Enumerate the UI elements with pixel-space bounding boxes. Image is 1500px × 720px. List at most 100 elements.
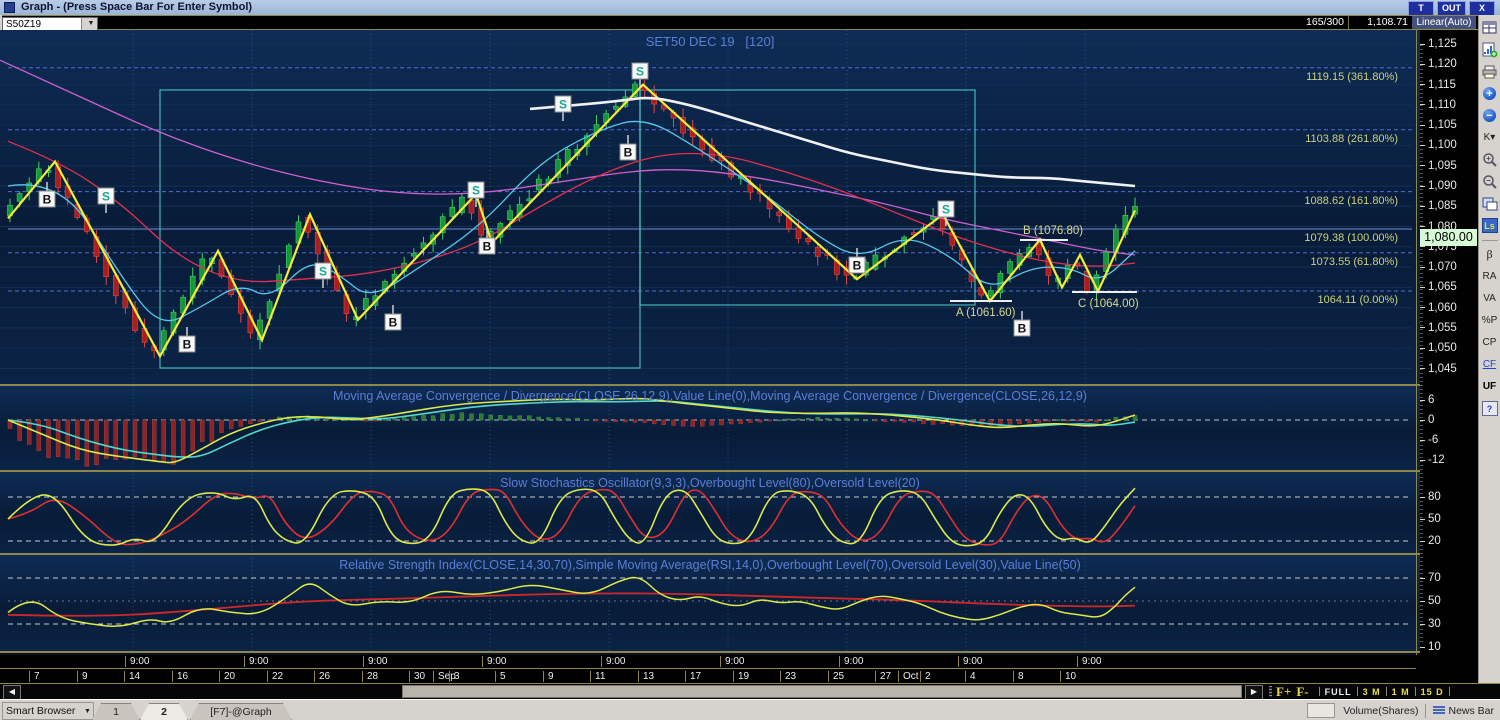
date-label: 13 — [638, 671, 654, 682]
title-bar: Graph - (Press Space Bar For Enter Symbo… — [0, 0, 1500, 16]
scroll-right-button[interactable]: ▶ — [1245, 685, 1263, 700]
zoom-in-icon[interactable] — [1481, 150, 1499, 169]
va-tool[interactable]: VA — [1483, 293, 1496, 304]
axis-tick: 80 — [1420, 491, 1441, 504]
scale-mode-button[interactable]: Linear(Auto) — [1412, 16, 1476, 29]
svg-text:B: B — [183, 338, 192, 352]
symbol-value: S50Z19 — [6, 18, 42, 30]
printer-icon[interactable] — [1481, 62, 1499, 81]
axis-tick: 1,085 — [1420, 200, 1457, 213]
date-label: 3 — [449, 671, 460, 682]
axis-tick: 1,095 — [1420, 159, 1457, 172]
date-label: 28 — [362, 671, 378, 682]
axis-tick: 1,115 — [1420, 78, 1456, 91]
range-1m-button[interactable]: 1 M — [1391, 686, 1410, 697]
svg-text:A (1061.60): A (1061.60) — [956, 307, 1016, 319]
date-label: 9 — [77, 671, 88, 682]
last-price-badge: 1,080.00 — [1420, 229, 1477, 246]
hour-label: 9:00 — [482, 656, 506, 667]
date-label: 7 — [29, 671, 40, 682]
beta-tool[interactable]: β — [1486, 247, 1493, 261]
zoom-out-icon[interactable] — [1481, 172, 1499, 191]
browser-select[interactable]: Smart Browser ▼ — [2, 702, 94, 720]
footer-toolbar: F+ F- FULL 3 M 1 M 15 D — [1265, 684, 1500, 699]
font-style-icon[interactable]: K▾ — [1483, 132, 1496, 143]
date-label: 4 — [965, 671, 976, 682]
divider — [1481, 240, 1498, 241]
help-icon[interactable]: ? — [1481, 399, 1499, 418]
date-label: 11 — [590, 671, 605, 682]
uf-tool[interactable]: UF — [1482, 381, 1497, 392]
svg-text:S: S — [559, 98, 567, 112]
tab-graph[interactable]: [F7]-@Graph — [190, 703, 292, 720]
ra-tool[interactable]: RA — [1482, 271, 1497, 282]
hour-label: 9:00 — [958, 656, 982, 667]
hour-label: 9:00 — [244, 656, 268, 667]
last-value: 1,108.71 — [1352, 16, 1413, 29]
date-label: 27 — [875, 671, 891, 682]
tab-2[interactable]: 2 — [140, 703, 188, 720]
tab-1[interactable]: 1 — [92, 703, 140, 720]
axis-tick: 1,090 — [1420, 180, 1457, 193]
date-label: 10 — [1060, 671, 1076, 682]
percent-p-tool[interactable]: %P — [1481, 315, 1498, 326]
range-3m-button[interactable]: 3 M — [1362, 686, 1381, 697]
symbol-bar: S50Z19 ▼ 165/300 1,108.71 Linear(Auto) — [0, 15, 1500, 31]
scroll-left-button[interactable]: ◀ — [3, 685, 21, 700]
range-15d-button[interactable]: 15 D — [1420, 686, 1444, 697]
chevron-down-icon: ▼ — [84, 707, 91, 715]
line-style-icon[interactable]: Ls — [1481, 216, 1499, 235]
status-box — [1307, 703, 1336, 718]
axis-tick: 1,105 — [1420, 119, 1457, 132]
svg-text:B: B — [853, 259, 862, 273]
axis-tick: 1,100 — [1420, 139, 1457, 152]
scrollbar-thumb[interactable] — [402, 685, 1242, 698]
macd-panel — [0, 386, 1420, 470]
news-list-icon — [1433, 706, 1446, 715]
chevron-down-icon[interactable]: ▼ — [81, 18, 97, 30]
chart-add-icon[interactable] — [1481, 40, 1499, 59]
axis-tick: 50 — [1420, 595, 1441, 608]
axis-tick: 1,050 — [1420, 342, 1457, 355]
date-label: 19 — [733, 671, 749, 682]
fib-plus-button[interactable]: F+ — [1276, 683, 1292, 699]
status-bar: Smart Browser ▼ 1 2 [F7]-@Graph Volume(S… — [0, 699, 1500, 720]
out-button[interactable]: OUT — [1437, 1, 1466, 16]
svg-text:S: S — [942, 203, 950, 217]
date-label: Sep — [433, 671, 456, 682]
date-label: 17 — [685, 671, 701, 682]
date-label: 14 — [124, 671, 140, 682]
panel-separator — [0, 553, 1420, 555]
date-label: Oct — [898, 671, 919, 682]
cp-tool[interactable]: CP — [1482, 337, 1497, 348]
axis-tick: 30 — [1420, 618, 1441, 631]
panel-separator — [0, 651, 1420, 653]
remove-circle-icon[interactable]: − — [1481, 106, 1499, 125]
svg-text:B: B — [1018, 322, 1027, 336]
date-label: 9 — [543, 671, 554, 682]
add-circle-icon[interactable]: + — [1481, 84, 1499, 103]
table-icon[interactable] — [1481, 18, 1499, 37]
grip-icon — [1269, 686, 1272, 697]
axis-tick: 70 — [1420, 572, 1441, 585]
date-label: 8 — [1013, 671, 1024, 682]
t-button[interactable]: T — [1408, 1, 1434, 16]
svg-text:B: B — [483, 240, 492, 254]
svg-text:C (1064.00): C (1064.00) — [1078, 298, 1139, 310]
news-bar-button[interactable]: News Bar — [1448, 704, 1494, 717]
axis-tick: 50 — [1420, 513, 1441, 526]
layout-icon[interactable] — [1481, 194, 1499, 213]
symbol-select[interactable]: S50Z19 ▼ — [2, 17, 98, 31]
fib-minus-button[interactable]: F- — [1296, 683, 1309, 699]
scroll-row: ◀ ▶ F+ F- FULL 3 M 1 M 15 D — [0, 683, 1500, 700]
cf-tool[interactable]: CF — [1482, 359, 1497, 370]
close-button[interactable]: X — [1469, 1, 1495, 16]
axis-tick: 6 — [1420, 394, 1434, 407]
chart-area: A (1061.60) B (1076.80) C (1064.00) B B B B B B B… — [0, 30, 1420, 684]
volume-label[interactable]: Volume(Shares) — [1343, 704, 1419, 717]
axis-tick: 20 — [1420, 535, 1441, 548]
range-full-button[interactable]: FULL — [1324, 686, 1352, 697]
window-title: Graph - (Press Space Bar For Enter Symbo… — [21, 1, 253, 13]
hour-label: 9:00 — [839, 656, 863, 667]
